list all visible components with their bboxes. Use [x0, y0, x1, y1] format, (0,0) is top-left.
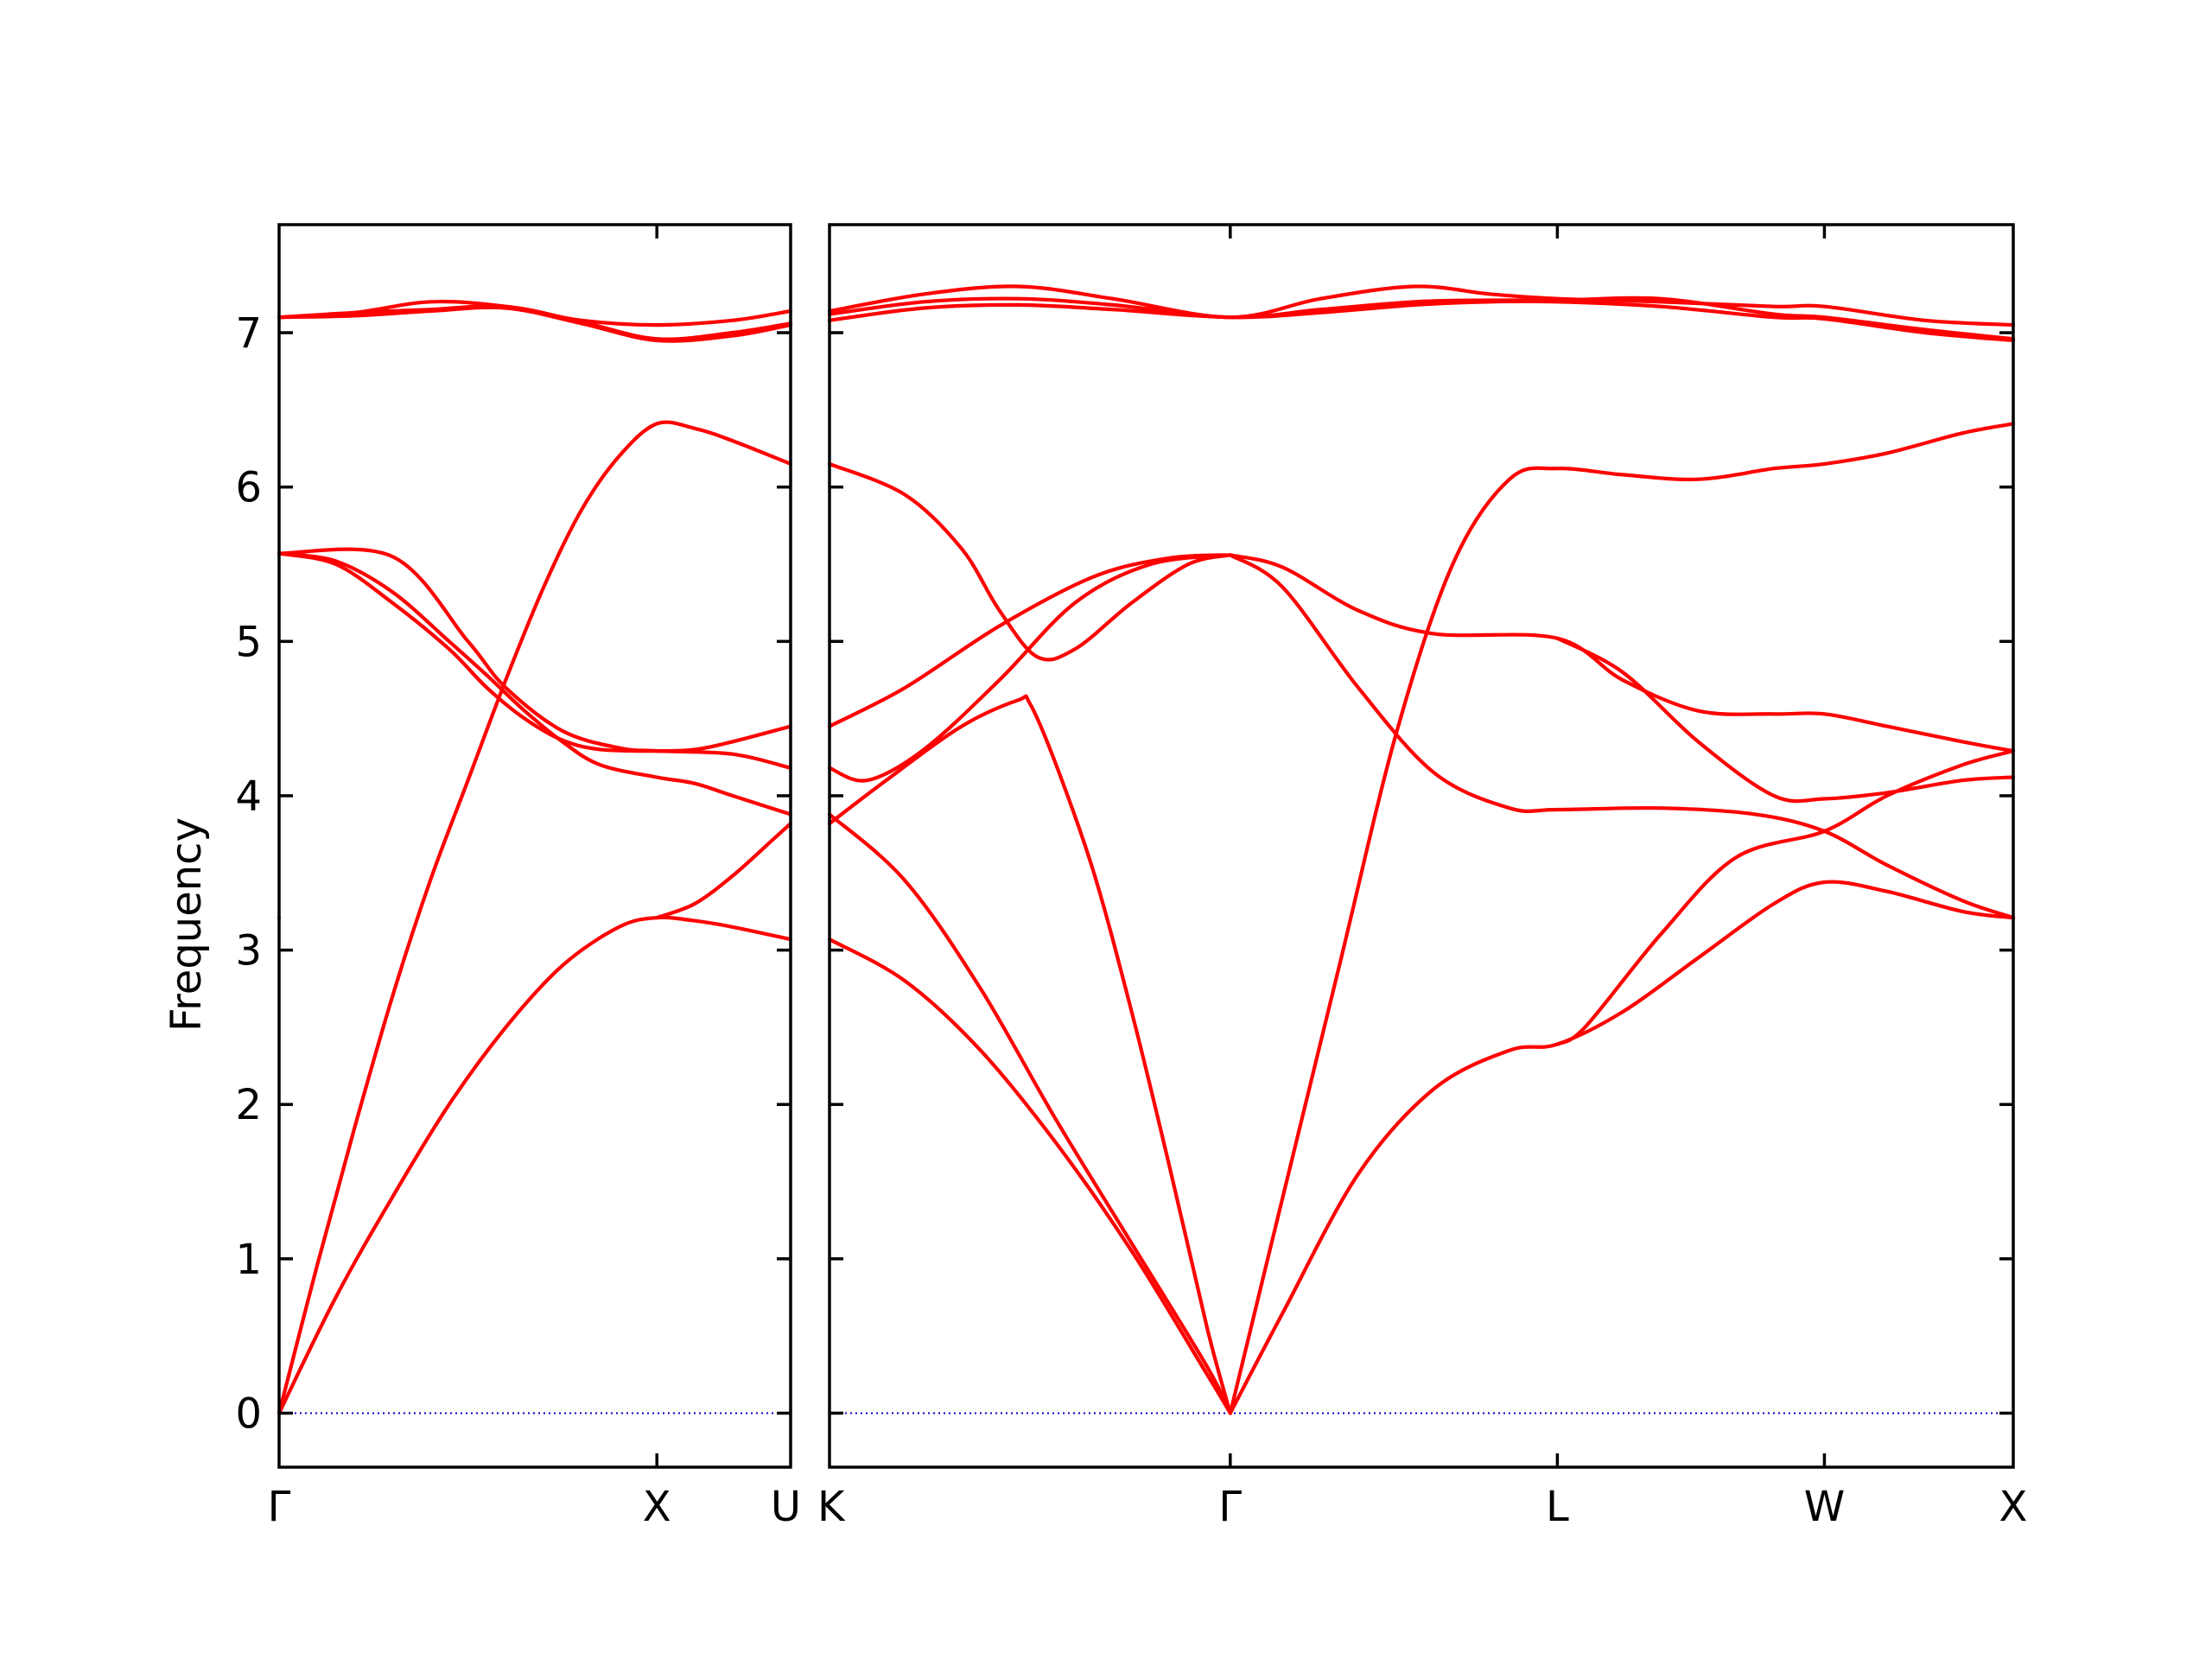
band-2 [827, 812, 1232, 1415]
y-tick-label: 0 [235, 1389, 262, 1438]
band-2 [276, 420, 793, 1415]
x-tick-label: Γ [268, 1483, 291, 1531]
y-tick-label: 3 [235, 927, 262, 976]
y-tick-label: 4 [235, 772, 262, 821]
band-5 [276, 547, 793, 770]
band-7 [1228, 880, 2016, 1415]
band-3 [276, 551, 793, 753]
x-tick-label: X [1999, 1483, 2028, 1531]
band-10 [1228, 553, 2016, 920]
band-12 [1555, 749, 2016, 1046]
band-10 [276, 305, 793, 343]
x-tick-label: U [771, 1483, 801, 1531]
band-6 [827, 461, 1232, 662]
x-tick-label: Γ [1218, 1483, 1242, 1531]
band-1 [827, 938, 1232, 1415]
panel-1: 0 1 2 3 4 5 6 7 Γ X U [235, 223, 801, 1531]
band-4 [827, 553, 1232, 728]
band-7 [655, 822, 793, 920]
x-tick-label: W [1804, 1483, 1845, 1531]
panel-frame [828, 223, 2015, 1469]
band-8 [1228, 422, 2016, 1415]
y-tick-label: 2 [235, 1081, 262, 1129]
y-tick-label: 6 [235, 464, 262, 512]
y-tick-label: 5 [235, 618, 262, 666]
x-tick-label: X [643, 1483, 671, 1531]
x-tick-label: K [817, 1483, 846, 1531]
band-3 [827, 553, 1232, 783]
band-13 [827, 284, 2016, 327]
x-tick-label: L [1546, 1483, 1569, 1531]
band-4 [276, 551, 793, 817]
panels: 0 1 2 3 4 5 6 7 Γ X U K Γ L W X [235, 223, 2028, 1531]
band-9 [1228, 553, 2016, 753]
y-axis-label: Frequency [162, 817, 211, 1032]
band-1 [276, 915, 793, 1415]
y-tick-label: 1 [235, 1236, 262, 1284]
y-tick-label: 7 [235, 309, 262, 358]
panel-frame [277, 223, 792, 1469]
band-5 [827, 694, 1232, 1415]
band-11 [1555, 636, 2016, 804]
band-15 [827, 299, 2016, 343]
